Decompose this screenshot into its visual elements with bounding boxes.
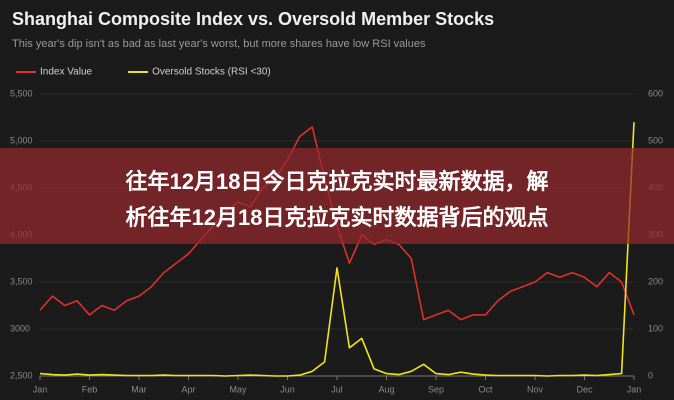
x-tick-label: Jan bbox=[33, 384, 48, 394]
x-tick-label: May bbox=[229, 384, 247, 394]
y-tick-label: 3,500 bbox=[10, 276, 33, 286]
x-tick-label: Jan bbox=[627, 384, 642, 394]
x-tick-label: Mar bbox=[131, 384, 147, 394]
y-tick-label: 5,500 bbox=[10, 88, 33, 98]
x-tick-label: Nov bbox=[527, 384, 544, 394]
x-tick-label: Jul bbox=[331, 384, 343, 394]
x-tick-label: Sep bbox=[428, 384, 444, 394]
chart-title: Shanghai Composite Index vs. Oversold Me… bbox=[12, 9, 494, 29]
legend-label: Oversold Stocks (RSI <30) bbox=[152, 67, 271, 78]
x-tick-label: Jun bbox=[280, 384, 295, 394]
y2-tick-label: 0 bbox=[648, 370, 653, 380]
y-tick-label: 5,000 bbox=[10, 135, 33, 145]
banner: 往年12月18日今日克拉克实时最新数据，解 析往年12月18日克拉克实时数据背后… bbox=[0, 148, 674, 244]
chart-subtitle: This year's dip isn't as bad as last yea… bbox=[12, 38, 426, 50]
y2-tick-label: 200 bbox=[648, 276, 663, 286]
y2-tick-label: 100 bbox=[648, 323, 663, 333]
y-tick-label: 3000 bbox=[10, 323, 30, 333]
y-tick-label: 2,500 bbox=[10, 370, 33, 380]
x-tick-label: Apr bbox=[181, 384, 195, 394]
banner-line: 析往年12月18日克拉克实时数据背后的观点 bbox=[126, 205, 549, 230]
series-line bbox=[39, 122, 635, 377]
x-tick-label: Oct bbox=[478, 384, 493, 394]
banner-background bbox=[0, 148, 674, 244]
banner-line: 往年12月18日今日克拉克实时最新数据，解 bbox=[126, 169, 549, 194]
x-tick-label: Feb bbox=[82, 384, 98, 394]
y2-tick-label: 600 bbox=[648, 88, 663, 98]
x-tick-label: Dec bbox=[576, 384, 593, 394]
y2-tick-label: 500 bbox=[648, 135, 663, 145]
legend-label: Index Value bbox=[40, 67, 93, 78]
x-tick-label: Aug bbox=[378, 384, 394, 394]
